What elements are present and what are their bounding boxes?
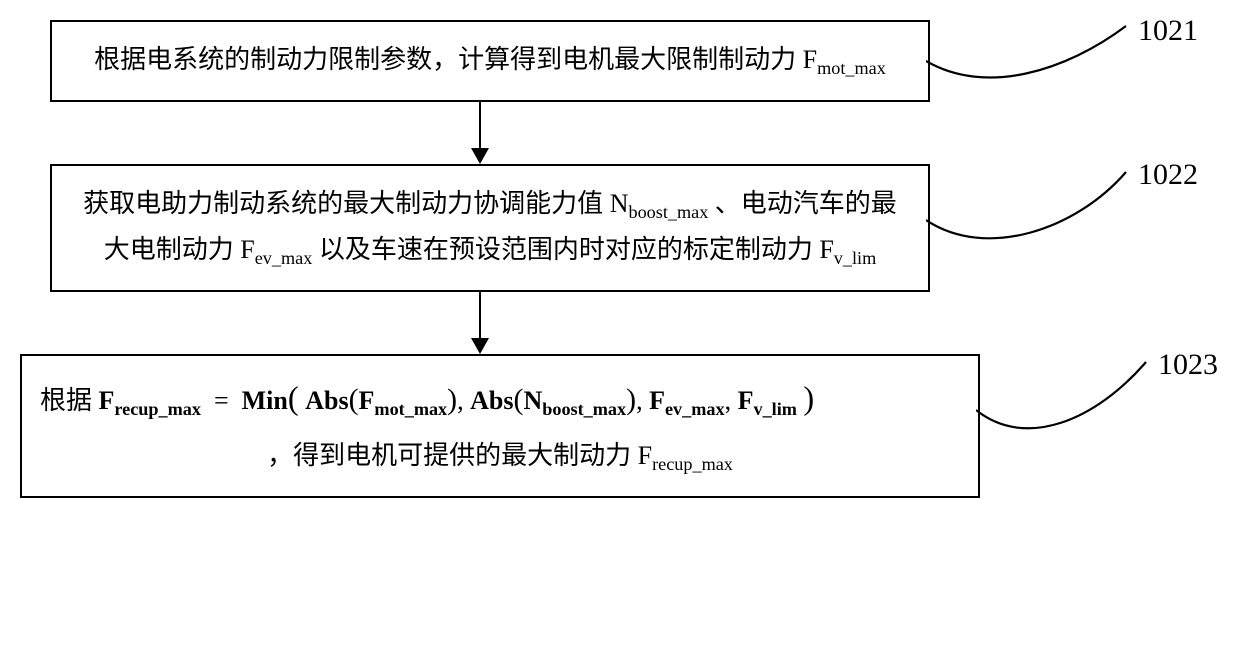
step-1021-var: Fmot_max [803,45,886,74]
connector-curve-icon [976,350,1176,440]
step-1023-formula: Frecup_max = Min( Abs(Fmot_max), Abs(Nbo… [99,386,815,415]
step-1021-label-col: 1021 [930,20,1198,54]
step-1022-box: 获取电助力制动系统的最大制动力协调能力值 Nboost_max 、电动汽车的最大… [50,164,930,292]
step-1022-label-col: 1022 [930,164,1198,198]
step-1022-row: 获取电助力制动系统的最大制动力协调能力值 Nboost_max 、电动汽车的最大… [20,164,1219,292]
step-1022-line2a: 以及车速在预设范围内时对应的标定制动力 [319,235,813,264]
step-1023-box: 根据 Frecup_max = Min( Abs(Fmot_max), Abs(… [20,354,980,497]
step-1023-tail-var: Frecup_max [638,441,733,470]
step-1023-row: 根据 Frecup_max = Min( Abs(Fmot_max), Abs(… [20,354,1219,497]
arrow-icon [471,102,489,164]
step-1022-var-n: Nboost_max [610,189,709,218]
step-1022-var-fvlim: Fv_lim [819,235,876,264]
step-1023-lead: 根据 [40,386,99,415]
flowchart: 根据电系统的制动力限制参数，计算得到电机最大限制制动力 Fmot_max 102… [20,20,1219,498]
connector-curve-icon [926,16,1166,86]
step-1022-var-fev: Fev_max [240,235,312,264]
step-1021-label: 1021 [1138,14,1198,48]
step-1023-label-col: 1023 [980,354,1218,388]
step-1022-label: 1022 [1138,158,1198,192]
step-1021-box: 根据电系统的制动力限制参数，计算得到电机最大限制制动力 Fmot_max [50,20,930,102]
step-1021-row: 根据电系统的制动力限制参数，计算得到电机最大限制制动力 Fmot_max 102… [20,20,1219,102]
step-1023-label: 1023 [1158,348,1218,382]
step-1023-tail: ，得到电机可提供的最大制动力 [267,441,631,470]
step-1021-text: 根据电系统的制动力限制参数，计算得到电机最大限制制动力 [94,45,796,74]
step-1022-line1a: 获取电助力制动系统的最大制动力协调能力值 [83,189,603,218]
connector-curve-icon [926,160,1166,250]
arrow-icon [471,292,489,354]
